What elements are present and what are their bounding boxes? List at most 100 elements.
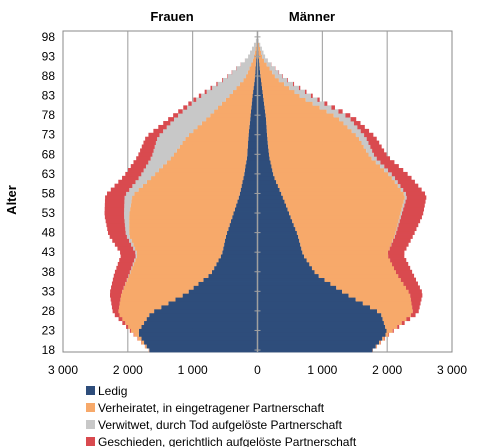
- bar-frauen-35-verheiratet: [125, 281, 199, 286]
- bar-frauen-56-geschieden: [104, 199, 125, 204]
- bar-frauen-32-ledig: [182, 293, 258, 298]
- bar-maenner-66-geschieden: [380, 160, 395, 165]
- bar-frauen-80-verheiratet: [217, 105, 252, 110]
- bar-maenner-24-verheiratet: [385, 324, 398, 329]
- bar-maenner-47-verwitwet: [394, 234, 395, 239]
- bar-frauen-50-ledig: [229, 222, 258, 228]
- bar-frauen-21-verheiratet: [137, 336, 142, 341]
- bar-frauen-38-ledig: [211, 269, 258, 275]
- bar-frauen-38-geschieden: [114, 269, 130, 275]
- bar-maenner-33-geschieden: [408, 289, 422, 294]
- bar-frauen-45-ledig: [224, 242, 258, 247]
- bar-maenner-48-verheiratet: [296, 230, 396, 235]
- bar-maenner-72-verheiratet: [267, 136, 360, 142]
- bar-frauen-43-ledig: [222, 250, 258, 255]
- bar-maenner-33-ledig: [257, 289, 343, 294]
- bar-frauen-55-verheiratet: [130, 203, 237, 208]
- bar-maenner-32-verheiratet: [348, 293, 411, 298]
- bar-frauen-19-verheiratet: [145, 344, 147, 349]
- bar-maenner-36-ledig: [257, 277, 325, 282]
- bar-frauen-65-verheiratet: [162, 164, 246, 169]
- bar-frauen-82-verheiratet: [225, 97, 253, 102]
- bar-frauen-59-geschieden: [110, 187, 130, 192]
- bar-maenner-44-geschieden: [389, 246, 407, 251]
- bar-maenner-84-verheiratet: [262, 89, 295, 95]
- bar-maenner-54-ledig: [257, 207, 288, 212]
- bar-maenner-84-ledig: [257, 89, 263, 95]
- bar-frauen-81-verheiratet: [221, 101, 252, 106]
- bar-maenner-82-verwitwet: [305, 97, 318, 102]
- bar-maenner-88-verheiratet: [260, 74, 275, 79]
- bar-frauen-45-verheiratet: [133, 242, 225, 247]
- bar-frauen-96-verheiratet: [256, 42, 258, 48]
- bar-frauen-42-ledig: [220, 254, 258, 259]
- bar-frauen-46-verwitwet: [129, 238, 132, 243]
- bar-frauen-40-ledig: [216, 261, 258, 267]
- bar-frauen-73-verheiratet: [188, 132, 249, 138]
- bar-frauen-24-verheiratet: [128, 324, 142, 329]
- bar-frauen-79-ledig: [250, 109, 258, 114]
- bar-frauen-48-verwitwet: [125, 230, 130, 235]
- bar-maenner-42-verheiratet: [304, 254, 389, 259]
- bar-frauen-85-verheiratet: [236, 85, 254, 91]
- bar-maenner-69-verheiratet: [268, 148, 367, 153]
- bar-frauen-90-ledig: [255, 66, 258, 71]
- bar-maenner-58-ledig: [257, 191, 282, 196]
- bar-maenner-53-verheiratet: [289, 211, 401, 216]
- bar-frauen-73-geschieden: [148, 132, 160, 138]
- bar-frauen-71-geschieden: [143, 140, 156, 145]
- bar-maenner-94-verwitwet: [261, 50, 264, 55]
- bar-frauen-71-verheiratet: [182, 140, 249, 145]
- bar-frauen-62-ledig: [243, 175, 258, 181]
- bar-maenner-74-ledig: [257, 128, 267, 134]
- bar-maenner-39-geschieden: [393, 265, 411, 271]
- bar-maenner-43-ledig: [257, 250, 303, 255]
- bar-frauen-69-verheiratet: [176, 148, 248, 153]
- bar-frauen-49-geschieden: [107, 226, 126, 232]
- bar-frauen-42-verheiratet: [136, 254, 221, 259]
- bar-maenner-62-ledig: [257, 175, 275, 181]
- bar-frauen-66-verheiratet: [166, 160, 247, 165]
- bar-maenner-50-ledig: [257, 222, 294, 228]
- bar-maenner-72-geschieden: [366, 136, 377, 142]
- bar-maenner-66-ledig: [257, 160, 271, 165]
- bar-maenner-69-geschieden: [372, 148, 385, 153]
- bar-frauen-30-ledig: [168, 301, 258, 306]
- bar-maenner-91-ledig: [257, 62, 260, 67]
- bar-maenner-23-ledig: [257, 328, 387, 333]
- bar-frauen-62-verwitwet: [138, 175, 152, 181]
- bar-maenner-89-verwitwet: [272, 70, 279, 75]
- bar-frauen-64-verheiratet: [158, 168, 245, 173]
- bar-frauen-43-verwitwet: [135, 250, 137, 255]
- bar-maenner-42-geschieden: [388, 254, 405, 259]
- bar-frauen-31-geschieden: [110, 297, 121, 302]
- bar-maenner-52-geschieden: [400, 214, 422, 220]
- bar-frauen-75-verheiratet: [197, 124, 250, 130]
- bar-frauen-20-ledig: [144, 340, 258, 345]
- bar-frauen-82-verwitwet: [196, 97, 226, 102]
- x-tick-label: 3 000: [437, 363, 467, 377]
- bar-maenner-36-verheiratet: [324, 277, 401, 282]
- bar-frauen-61-verheiratet: [146, 179, 243, 185]
- bar-maenner-41-geschieden: [390, 258, 407, 263]
- panel-label-frauen: Frauen: [150, 9, 193, 24]
- bar-maenner-90-verwitwet: [269, 66, 276, 71]
- bar-frauen-37-ledig: [208, 273, 258, 279]
- bar-frauen-34-verheiratet: [123, 285, 194, 290]
- bar-frauen-88-verheiratet: [246, 74, 256, 79]
- bar-maenner-82-geschieden: [317, 97, 320, 102]
- bar-maenner-71-geschieden: [368, 140, 380, 145]
- bar-frauen-86-geschieden: [216, 81, 218, 87]
- bar-maenner-96-verwitwet: [259, 42, 261, 48]
- bar-frauen-67-verwitwet: [150, 156, 171, 161]
- bar-maenner-90-ledig: [257, 66, 260, 71]
- bar-frauen-51-verwitwet: [124, 218, 130, 224]
- bar-frauen-63-verwitwet: [141, 171, 156, 177]
- bar-frauen-95-verheiratet: [255, 46, 257, 51]
- bar-maenner-72-verwitwet: [359, 136, 367, 142]
- bar-frauen-79-geschieden: [178, 109, 183, 114]
- bar-maenner-55-geschieden: [404, 203, 425, 208]
- bar-frauen-53-geschieden: [104, 211, 125, 216]
- bar-maenner-68-verwitwet: [368, 152, 374, 157]
- bar-frauen-59-verheiratet: [138, 187, 241, 192]
